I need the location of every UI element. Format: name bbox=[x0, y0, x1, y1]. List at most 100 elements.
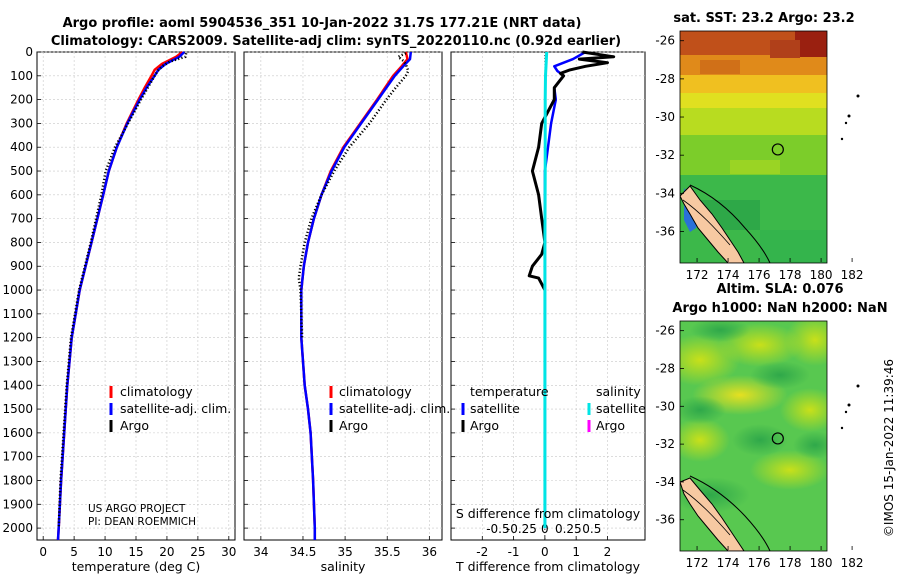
top-x-tick-label: 0.5 bbox=[582, 522, 601, 536]
legend-label-climatology: climatology bbox=[339, 384, 412, 399]
y-tick-label: 1800 bbox=[2, 473, 33, 487]
y-tick-label: 500 bbox=[10, 164, 33, 178]
map-x-tick-label: 180 bbox=[810, 268, 833, 282]
series-argo bbox=[297, 52, 410, 338]
series-temperature-argo bbox=[527, 50, 616, 291]
difference-xlabel: T difference from climatology bbox=[455, 559, 641, 574]
y-tick-label: 300 bbox=[10, 116, 33, 130]
x-tick-label: 20 bbox=[159, 545, 174, 559]
sst-map-title: sat. SST: 23.2 Argo: 23.2 bbox=[673, 11, 854, 26]
y-tick-label: 400 bbox=[10, 140, 33, 154]
top-x-tick-label: -0.5 bbox=[486, 522, 509, 536]
sst-field bbox=[680, 31, 827, 263]
x-tick-label: 0 bbox=[39, 545, 47, 559]
y-tick-label: 1700 bbox=[2, 450, 33, 464]
x-tick-label: 36 bbox=[422, 545, 437, 559]
x-tick-label: 5 bbox=[70, 545, 78, 559]
series-satellite-adj-clim- bbox=[300, 51, 413, 540]
legend-label-climatology: climatology bbox=[120, 384, 193, 399]
y-tick-label: 600 bbox=[10, 188, 33, 202]
map-y-tick-label: -26 bbox=[655, 324, 675, 338]
salinity-xlabel: salinity bbox=[321, 559, 366, 574]
temperature-panel: 0100200300400500600700800900100011001200… bbox=[2, 45, 236, 574]
salinity-legend: climatology satellite-adj. clim. Argo bbox=[329, 384, 450, 433]
map-y-tick-label: -30 bbox=[655, 399, 675, 413]
y-tick-label: 700 bbox=[10, 212, 33, 226]
salinity-ticks: 34 34.5 35 35.5 36 bbox=[244, 51, 437, 559]
map-x-tick-label: 174 bbox=[717, 268, 740, 282]
salinity-panel: 34 34.5 35 35.5 36 salinity climatology sate… bbox=[243, 51, 450, 574]
map-y-tick-label: -30 bbox=[655, 110, 675, 124]
x-tick-label: 34.5 bbox=[290, 545, 317, 559]
map-x-tick-label: 178 bbox=[779, 268, 802, 282]
sst-map-panel: sat. SST: 23.2 Argo: 23.2 172 174 176 178 18… bbox=[655, 11, 863, 282]
difference-legend: temperature salinity satellite Argo sate… bbox=[461, 384, 646, 433]
temperature-legend: climatology satellite-adj. clim. Argo bbox=[109, 384, 231, 433]
pi-label: PI: DEAN ROEMMICH bbox=[88, 516, 196, 528]
map-x-tick-label: 176 bbox=[748, 268, 771, 282]
sst-float-marker bbox=[771, 143, 784, 156]
y-tick-label: 1100 bbox=[2, 307, 33, 321]
x-tick-label: 1 bbox=[572, 545, 580, 559]
map-y-tick-label: -34 bbox=[655, 186, 675, 200]
sla-map-frame bbox=[679, 320, 828, 552]
difference-axes bbox=[450, 51, 646, 541]
y-tick-label: 1400 bbox=[2, 378, 33, 392]
top-x-tick-label: 0.25 bbox=[555, 522, 582, 536]
sst-map-frame bbox=[679, 30, 828, 264]
salinity-axes bbox=[243, 51, 443, 541]
top-x-tick-label: -0.25 bbox=[506, 522, 537, 536]
y-tick-label: 800 bbox=[10, 235, 33, 249]
map-x-tick-label: 172 bbox=[686, 268, 709, 282]
y-tick-label: 1900 bbox=[2, 497, 33, 511]
map-x-tick-label: 172 bbox=[686, 556, 709, 570]
map-x-tick-label: 180 bbox=[810, 556, 833, 570]
y-tick-label: 1200 bbox=[2, 331, 33, 345]
map-x-tick-label: 174 bbox=[717, 556, 740, 570]
legend-label-argo: Argo bbox=[339, 418, 368, 433]
map-x-tick-label: 182 bbox=[841, 556, 864, 570]
map-x-tick-label: 182 bbox=[841, 268, 864, 282]
sla-map-title: Altim. SLA: 0.076 bbox=[717, 282, 844, 297]
sla-map-subtitle: Argo h1000: NaN h2000: NaN bbox=[672, 301, 887, 316]
legend-label-temp-satellite: satellite bbox=[470, 401, 520, 416]
y-tick-label: 1500 bbox=[2, 402, 33, 416]
series-argo bbox=[57, 52, 188, 529]
salinity-grid bbox=[244, 51, 442, 540]
map-y-tick-label: -26 bbox=[655, 34, 675, 48]
temperature-lines bbox=[56, 51, 188, 541]
difference-lines bbox=[527, 50, 616, 540]
x-tick-label: 10 bbox=[97, 545, 112, 559]
y-tick-label: 1000 bbox=[2, 283, 33, 297]
legend-header-temperature: temperature bbox=[470, 384, 549, 399]
x-tick-label: 30 bbox=[221, 545, 236, 559]
x-tick-label: 15 bbox=[128, 545, 143, 559]
y-tick-label: 200 bbox=[10, 93, 33, 107]
x-tick-label: 0 bbox=[541, 545, 549, 559]
legend-header-salinity: salinity bbox=[596, 384, 641, 399]
map-y-tick-label: -36 bbox=[655, 224, 675, 238]
difference-panel: -2 -1 0 1 2-0.5-0.25 0 0.25 0.5 T difference fr… bbox=[450, 50, 646, 574]
y-tick-label: 900 bbox=[10, 259, 33, 273]
map-y-tick-label: -32 bbox=[655, 148, 675, 162]
x-tick-label: 35.5 bbox=[374, 545, 401, 559]
y-tick-label: 1300 bbox=[2, 354, 33, 368]
float-position-circle bbox=[771, 143, 784, 156]
x-tick-label: 34 bbox=[253, 545, 268, 559]
legend-label-sal-satellite: satellite bbox=[596, 401, 646, 416]
x-tick-label: -2 bbox=[476, 545, 488, 559]
figure-title: Argo profile: aoml 5904536_351 10-Jan-20… bbox=[63, 16, 582, 31]
y-tick-label: 0 bbox=[25, 45, 33, 59]
legend-label-satellite: satellite-adj. clim. bbox=[339, 401, 450, 416]
legend-label-sal-argo: Argo bbox=[596, 418, 625, 433]
map-y-tick-label: -32 bbox=[655, 437, 675, 451]
y-tick-label: 100 bbox=[10, 69, 33, 83]
map-y-tick-label: -34 bbox=[655, 475, 675, 489]
map-x-tick-label: 178 bbox=[779, 556, 802, 570]
sla-float-marker bbox=[771, 432, 784, 445]
y-tick-label: 1600 bbox=[2, 426, 33, 440]
sla-islands bbox=[840, 384, 860, 430]
x-tick-label: -1 bbox=[508, 545, 520, 559]
legend-label-argo: Argo bbox=[120, 418, 149, 433]
